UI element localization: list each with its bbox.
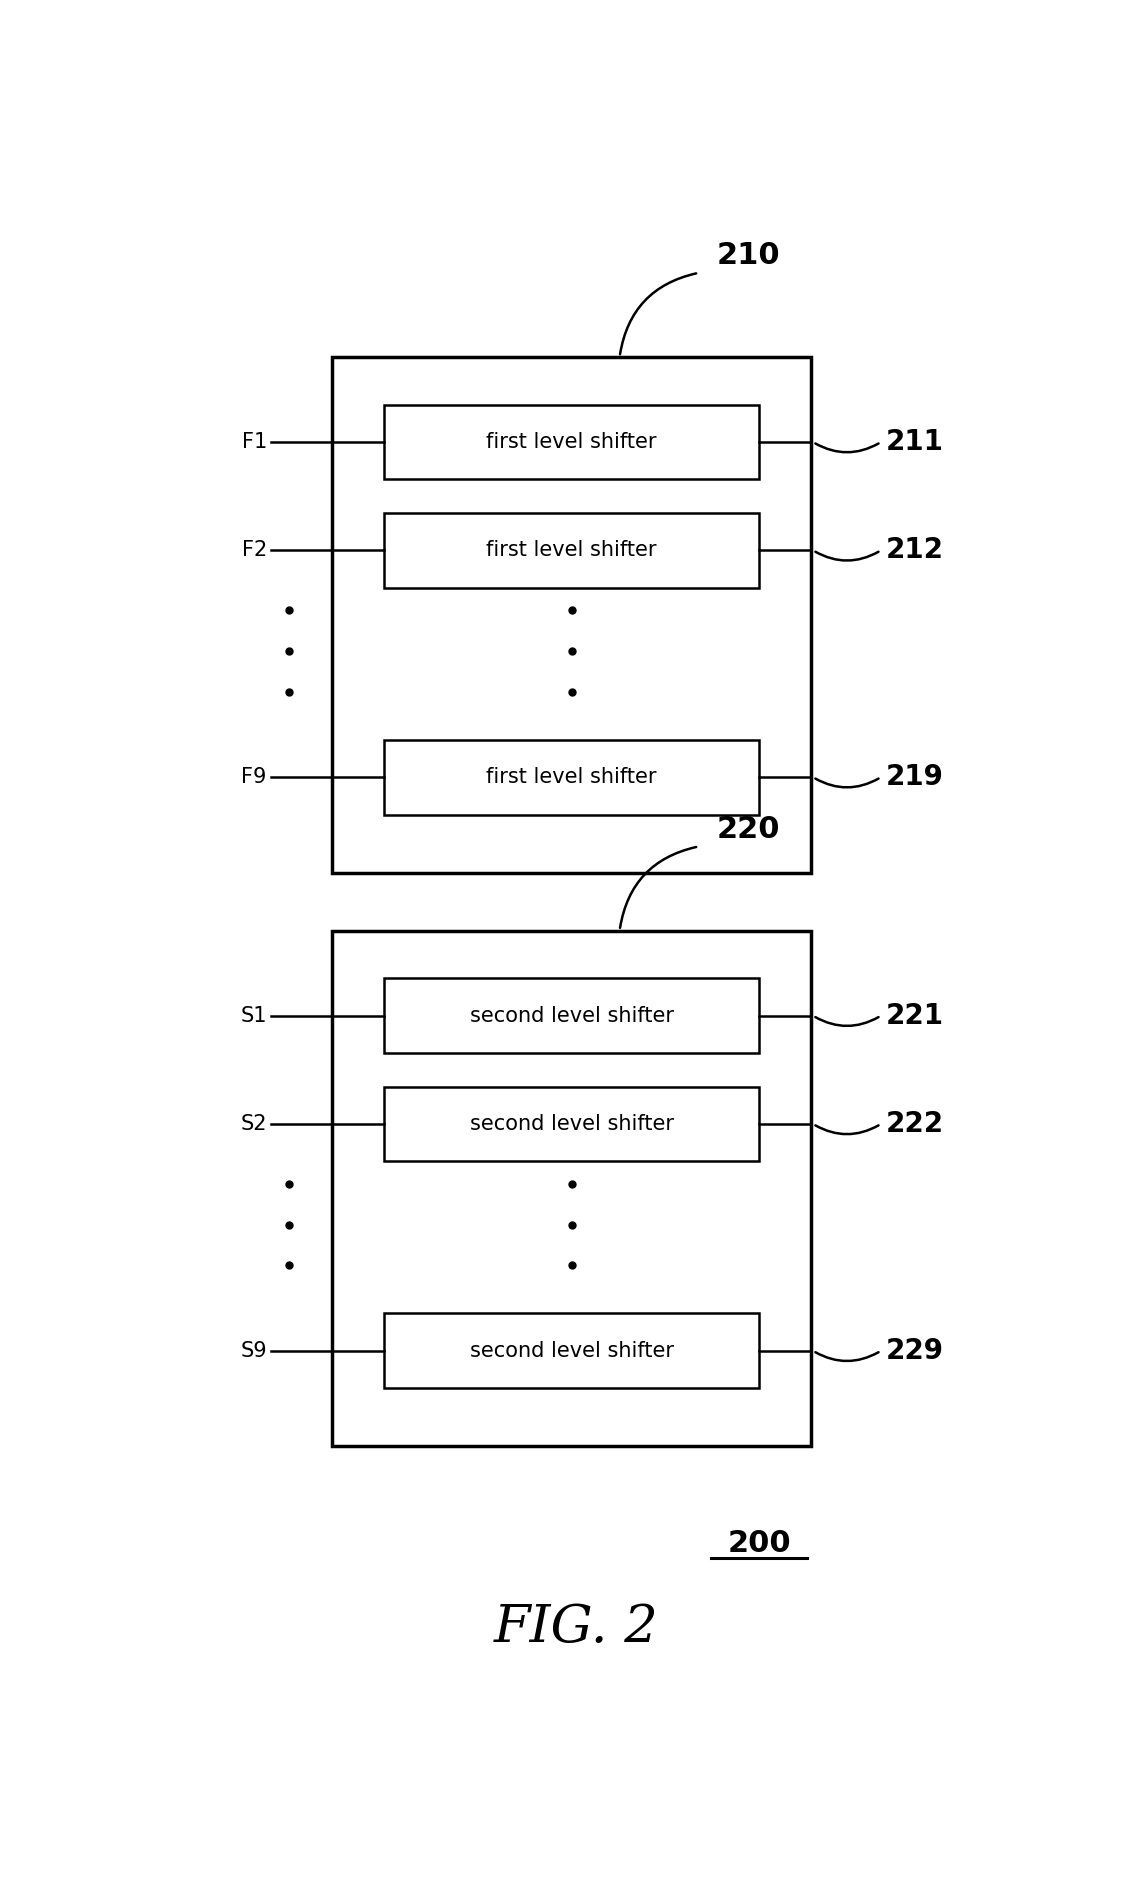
Text: F1: F1 bbox=[242, 432, 266, 453]
Text: F2: F2 bbox=[242, 541, 266, 560]
Text: second level shifter: second level shifter bbox=[470, 1005, 673, 1026]
Text: second level shifter: second level shifter bbox=[470, 1115, 673, 1133]
Text: second level shifter: second level shifter bbox=[470, 1341, 673, 1362]
Text: 229: 229 bbox=[886, 1337, 943, 1365]
Bar bbox=[333, 930, 812, 1447]
Text: S2: S2 bbox=[241, 1115, 266, 1133]
Bar bbox=[384, 513, 759, 588]
Text: 221: 221 bbox=[886, 1001, 943, 1030]
Text: S9: S9 bbox=[241, 1341, 266, 1362]
Text: 211: 211 bbox=[886, 428, 943, 456]
Text: 220: 220 bbox=[716, 815, 780, 843]
Bar bbox=[384, 979, 759, 1052]
Bar bbox=[384, 739, 759, 815]
Text: 212: 212 bbox=[886, 536, 943, 564]
Text: first level shifter: first level shifter bbox=[487, 432, 656, 453]
Bar bbox=[384, 1086, 759, 1162]
Text: 200: 200 bbox=[727, 1530, 791, 1558]
Bar bbox=[384, 405, 759, 479]
Text: FIG. 2: FIG. 2 bbox=[493, 1603, 659, 1654]
Bar bbox=[333, 356, 812, 873]
Bar bbox=[384, 1313, 759, 1388]
Text: F9: F9 bbox=[242, 768, 266, 786]
Text: 222: 222 bbox=[886, 1111, 943, 1137]
Text: 210: 210 bbox=[716, 241, 780, 270]
Text: first level shifter: first level shifter bbox=[487, 541, 656, 560]
Text: S1: S1 bbox=[241, 1005, 266, 1026]
Text: 219: 219 bbox=[886, 764, 943, 792]
Text: first level shifter: first level shifter bbox=[487, 768, 656, 786]
